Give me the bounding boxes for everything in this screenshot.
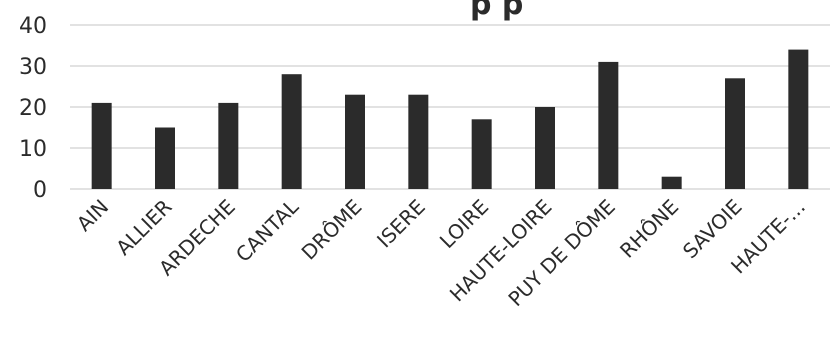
x-tick-label: RHÔNE — [615, 195, 683, 263]
gridlines — [70, 24, 830, 190]
bar — [725, 78, 745, 189]
bar — [598, 61, 619, 189]
y-tick-label: 0 — [33, 178, 47, 203]
y-tick-label: 40 — [19, 14, 47, 39]
bar — [91, 102, 112, 189]
x-tick-label: DRÔME — [297, 195, 367, 265]
bar — [788, 49, 809, 189]
bar — [281, 74, 302, 189]
x-tick-label: AIN — [72, 195, 113, 236]
x-tick-label: ISERE — [372, 195, 430, 253]
bar — [218, 102, 239, 189]
y-tick-label: 10 — [19, 137, 47, 162]
y-tick-label: 30 — [19, 55, 47, 80]
x-tick-label: CANTAL — [231, 194, 304, 267]
y-axis-tick-labels: 0 10 20 30 40 — [19, 14, 47, 203]
chart-title-fragment: p p — [470, 0, 523, 22]
bar — [661, 176, 682, 189]
x-tick-label: LOIRE — [435, 195, 493, 253]
bar — [471, 119, 492, 189]
bar — [155, 127, 175, 189]
bar — [345, 94, 365, 189]
bar — [535, 107, 555, 189]
bars — [91, 49, 809, 189]
y-tick-label: 20 — [19, 96, 47, 121]
bar — [408, 94, 429, 189]
